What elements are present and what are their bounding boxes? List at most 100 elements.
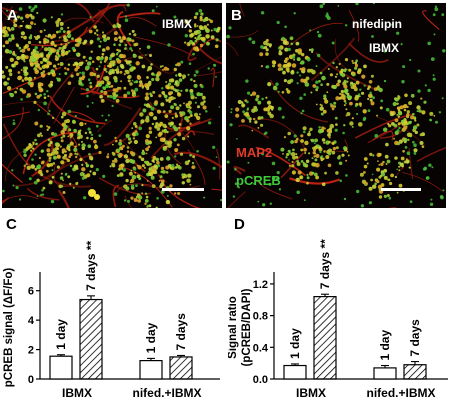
cell-nucleus	[7, 27, 10, 30]
cell-nucleus	[194, 16, 197, 19]
cell-nucleus	[20, 50, 22, 52]
cell-nucleus	[217, 27, 220, 30]
cell-nucleus	[415, 131, 418, 134]
cell-nucleus	[341, 93, 344, 96]
cell-nucleus	[34, 77, 36, 79]
cell-nucleus	[416, 124, 419, 127]
pcreb-dot	[189, 62, 192, 65]
pcreb-dot	[97, 37, 100, 40]
cell-nucleus	[180, 153, 183, 156]
y-tick-label: 0.0	[253, 374, 268, 386]
pcreb-dot	[234, 168, 237, 171]
cell-nucleus	[18, 76, 22, 80]
pcreb-dot	[167, 195, 169, 197]
cell-nucleus	[325, 155, 329, 159]
cell-nucleus	[49, 180, 53, 184]
cell-nucleus	[149, 112, 154, 117]
cell-nucleus	[292, 63, 297, 68]
group-label: IBMX	[62, 386, 92, 400]
cell-nucleus	[178, 165, 180, 167]
cell-nucleus	[130, 170, 132, 172]
cell-nucleus	[235, 114, 239, 118]
cell-nucleus	[125, 44, 128, 47]
pcreb-dot	[433, 13, 436, 16]
pcreb-dot	[102, 175, 105, 178]
pcreb-dot	[384, 80, 386, 82]
pcreb-dot	[339, 180, 342, 183]
cell-nucleus	[199, 113, 201, 115]
cell-nucleus	[114, 31, 118, 35]
cell-nucleus	[90, 85, 93, 88]
cell-nucleus	[44, 64, 47, 67]
pcreb-dot	[87, 105, 89, 107]
cell-nucleus	[332, 62, 334, 64]
pcreb-dot	[247, 162, 249, 164]
cell-nucleus	[23, 154, 26, 157]
cell-nucleus	[114, 37, 118, 41]
cell-nucleus	[283, 40, 288, 45]
cell-nucleus	[177, 132, 181, 136]
pcreb-dot	[361, 204, 364, 207]
pcreb-dot	[99, 57, 103, 61]
pcreb-dot	[296, 71, 298, 73]
cell-nucleus	[55, 68, 57, 70]
cell-nucleus	[117, 66, 119, 68]
cell-nucleus	[16, 88, 18, 90]
cell-nucleus	[341, 154, 344, 157]
cell-nucleus	[162, 130, 165, 133]
cell-nucleus	[178, 73, 181, 76]
cell-nucleus	[62, 112, 67, 117]
cell-nucleus	[146, 196, 149, 199]
pcreb-dot	[213, 64, 216, 67]
cell-nucleus	[72, 120, 75, 123]
cell-nucleus	[112, 144, 114, 146]
cell-nucleus	[64, 67, 66, 69]
cell-nucleus	[356, 81, 360, 85]
cell-nucleus	[352, 117, 354, 119]
cell-nucleus	[412, 113, 415, 116]
cell-nucleus	[57, 155, 61, 159]
pcreb-dot	[441, 13, 444, 16]
scale-bar-b	[381, 188, 421, 191]
cell-nucleus	[320, 107, 324, 111]
cell-nucleus	[339, 162, 343, 166]
cell-nucleus	[42, 161, 45, 164]
cell-nucleus	[398, 169, 400, 171]
cell-nucleus	[370, 179, 373, 182]
pcreb-dot	[230, 123, 233, 126]
pcreb-dot	[122, 168, 126, 172]
cell-nucleus	[85, 132, 87, 134]
cell-nucleus	[140, 122, 142, 124]
pcreb-dot	[337, 5, 339, 7]
cell-nucleus	[361, 92, 364, 95]
pcreb-dot	[371, 35, 374, 38]
cell-nucleus	[89, 131, 92, 134]
pcreb-dot	[134, 88, 138, 92]
pcreb-dot	[47, 113, 50, 116]
cell-nucleus	[115, 140, 118, 143]
pcreb-dot	[19, 7, 23, 11]
cell-nucleus	[56, 143, 60, 147]
cell-nucleus	[379, 88, 383, 92]
y-tick-label: 4	[28, 315, 35, 327]
cell-nucleus	[145, 193, 147, 195]
pcreb-dot	[131, 184, 134, 187]
cell-nucleus	[117, 174, 120, 177]
pcreb-dot	[12, 185, 14, 187]
cell-nucleus	[83, 173, 85, 175]
cell-nucleus	[378, 164, 380, 166]
cell-nucleus	[122, 36, 126, 40]
pcreb-dot	[245, 79, 248, 82]
pcreb-dot	[316, 65, 318, 67]
pcreb-dot	[132, 80, 134, 82]
cell-nucleus	[416, 105, 420, 109]
cell-nucleus	[133, 137, 135, 139]
cell-nucleus	[49, 160, 51, 162]
cell-nucleus	[186, 179, 190, 183]
cell-nucleus	[33, 67, 37, 71]
pcreb-dot	[278, 47, 281, 50]
cell-nucleus	[290, 70, 294, 74]
cell-nucleus	[127, 146, 130, 149]
cell-nucleus	[257, 101, 261, 105]
pcreb-dot	[58, 30, 61, 33]
